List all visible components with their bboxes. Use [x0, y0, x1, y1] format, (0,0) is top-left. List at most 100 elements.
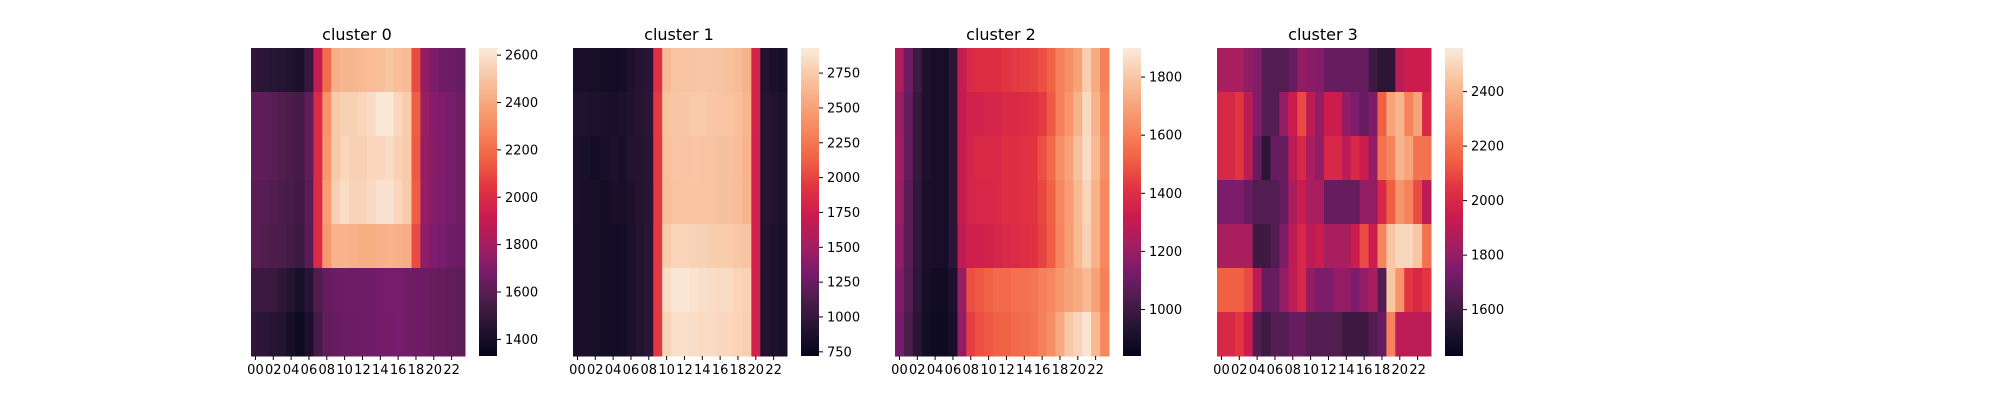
heatmap-cell — [581, 48, 592, 93]
heatmap-cell — [349, 312, 359, 357]
heatmap-cell — [1422, 268, 1432, 313]
heatmap-cell — [939, 312, 949, 357]
heatmap-cell — [662, 136, 672, 181]
heatmap-cell — [340, 92, 350, 137]
colorbar-tick-label: 750 — [827, 345, 852, 360]
heatmap-cell — [1037, 48, 1048, 93]
x-axis-ticks: 00 02 04 06 08 10 12 14 16 18 20 22 — [1213, 356, 1426, 378]
heatmap-cell — [1359, 180, 1370, 225]
x-tick-label: 14 — [1016, 363, 1033, 378]
colorbar-tick-label: 2000 — [827, 171, 860, 186]
heatmap-cell — [635, 136, 645, 181]
colorbar-tick-label: 1500 — [827, 241, 860, 256]
x-tick-label: 12 — [354, 363, 371, 378]
heatmap-cell — [358, 136, 368, 181]
heatmap-cell — [1395, 224, 1405, 269]
heatmap-cell — [1413, 312, 1423, 357]
heatmap-cell — [1395, 136, 1405, 181]
heatmap-cell — [1359, 224, 1370, 269]
heatmap-cell — [895, 268, 905, 313]
heatmap-cell — [411, 48, 421, 93]
x-tick-label: 10 — [336, 363, 353, 378]
heatmap-cell — [635, 312, 645, 357]
heatmap-cell — [1297, 224, 1307, 269]
heatmap-cell — [331, 224, 341, 269]
heatmap-cell — [1270, 268, 1280, 313]
heatmap-cell — [1252, 312, 1263, 357]
heatmap-cell — [1064, 224, 1074, 269]
heatmap-cell — [1359, 48, 1370, 93]
heatmap-cell — [366, 136, 377, 181]
heatmap-cell — [715, 48, 726, 93]
heatmap-cell — [1019, 180, 1030, 225]
colorbar-ticks: 1000 1200 1400 1600 1800 — [1141, 71, 1182, 318]
colorbar-tick-label: 2400 — [505, 96, 538, 111]
heatmap-cell — [420, 180, 430, 225]
colorbar-tick-label: 1600 — [1149, 129, 1182, 144]
heatmap-cell — [1073, 136, 1083, 181]
heatmap-cell — [1315, 224, 1325, 269]
heatmap-cell — [653, 180, 663, 225]
heatmap-cell — [286, 312, 297, 357]
heatmap-cell — [1350, 92, 1361, 137]
colorbar-tick-label: 1800 — [1471, 249, 1504, 264]
panel-cluster-0: cluster 0 00 02 04 06 08 10 12 14 16 18 20 22 14001… — [247, 25, 538, 378]
x-tick-label: 20 — [1070, 363, 1087, 378]
heatmap-cell — [993, 224, 1003, 269]
heatmap-cell — [1261, 136, 1271, 181]
heatmap-cell — [751, 136, 761, 181]
heatmap-cell — [1332, 268, 1343, 313]
heatmap-cell — [429, 92, 439, 137]
heatmap-cell — [1234, 224, 1245, 269]
heatmap-cell — [1315, 180, 1325, 225]
heatmap-cell — [277, 312, 288, 357]
heatmap-cell — [957, 312, 967, 357]
x-tick-label: 08 — [963, 363, 980, 378]
heatmap-cell — [599, 48, 610, 93]
colorbar-tick-label: 2500 — [827, 101, 860, 116]
x-tick-label: 00 — [247, 363, 264, 378]
heatmap-cell — [259, 48, 270, 93]
heatmap-cell — [411, 312, 421, 357]
heatmap-cell — [984, 312, 994, 357]
heatmap-cell — [366, 268, 377, 313]
heatmap-cell — [1306, 268, 1316, 313]
heatmap-cell — [912, 180, 923, 225]
heatmap-cell — [1064, 312, 1074, 357]
heatmap-cell — [304, 180, 314, 225]
heatmap-cell — [715, 180, 726, 225]
colorbar-tick-label: 1750 — [827, 206, 860, 221]
heatmap-cell — [930, 136, 941, 181]
heatmap-cell — [948, 92, 958, 137]
heatmap-cell — [984, 224, 994, 269]
heatmap-cell — [957, 224, 967, 269]
x-tick-label: 16 — [712, 363, 729, 378]
heatmap-cell — [1413, 48, 1423, 93]
heatmap-cell — [573, 180, 583, 225]
heatmap-cell — [1252, 224, 1263, 269]
heatmap-cell — [1279, 136, 1289, 181]
heatmap-cell — [1395, 268, 1405, 313]
heatmap-cell — [438, 180, 448, 225]
heatmap-cell — [304, 268, 314, 313]
heatmap-cell — [930, 268, 941, 313]
heatmap-cell — [1270, 136, 1280, 181]
heatmap-cell — [1297, 136, 1307, 181]
heatmap-cell — [322, 224, 332, 269]
heatmap-cell — [349, 268, 359, 313]
heatmap-cell — [1261, 268, 1271, 313]
colorbar — [801, 48, 819, 356]
heatmap-cell — [671, 268, 681, 313]
heatmap-cell — [993, 48, 1003, 93]
heatmap-cell — [742, 180, 752, 225]
heatmap-cell — [1243, 136, 1254, 181]
heatmap-cell — [966, 312, 976, 357]
x-tick-label: 06 — [301, 363, 318, 378]
x-tick-label: 14 — [372, 363, 389, 378]
heatmap-cell — [590, 92, 601, 137]
heatmap-cell — [331, 48, 341, 93]
colorbar-tick-label: 1400 — [505, 333, 538, 348]
heatmap-cell — [402, 268, 412, 313]
heatmap-cell — [1297, 268, 1307, 313]
heatmap-cell — [1100, 180, 1110, 225]
